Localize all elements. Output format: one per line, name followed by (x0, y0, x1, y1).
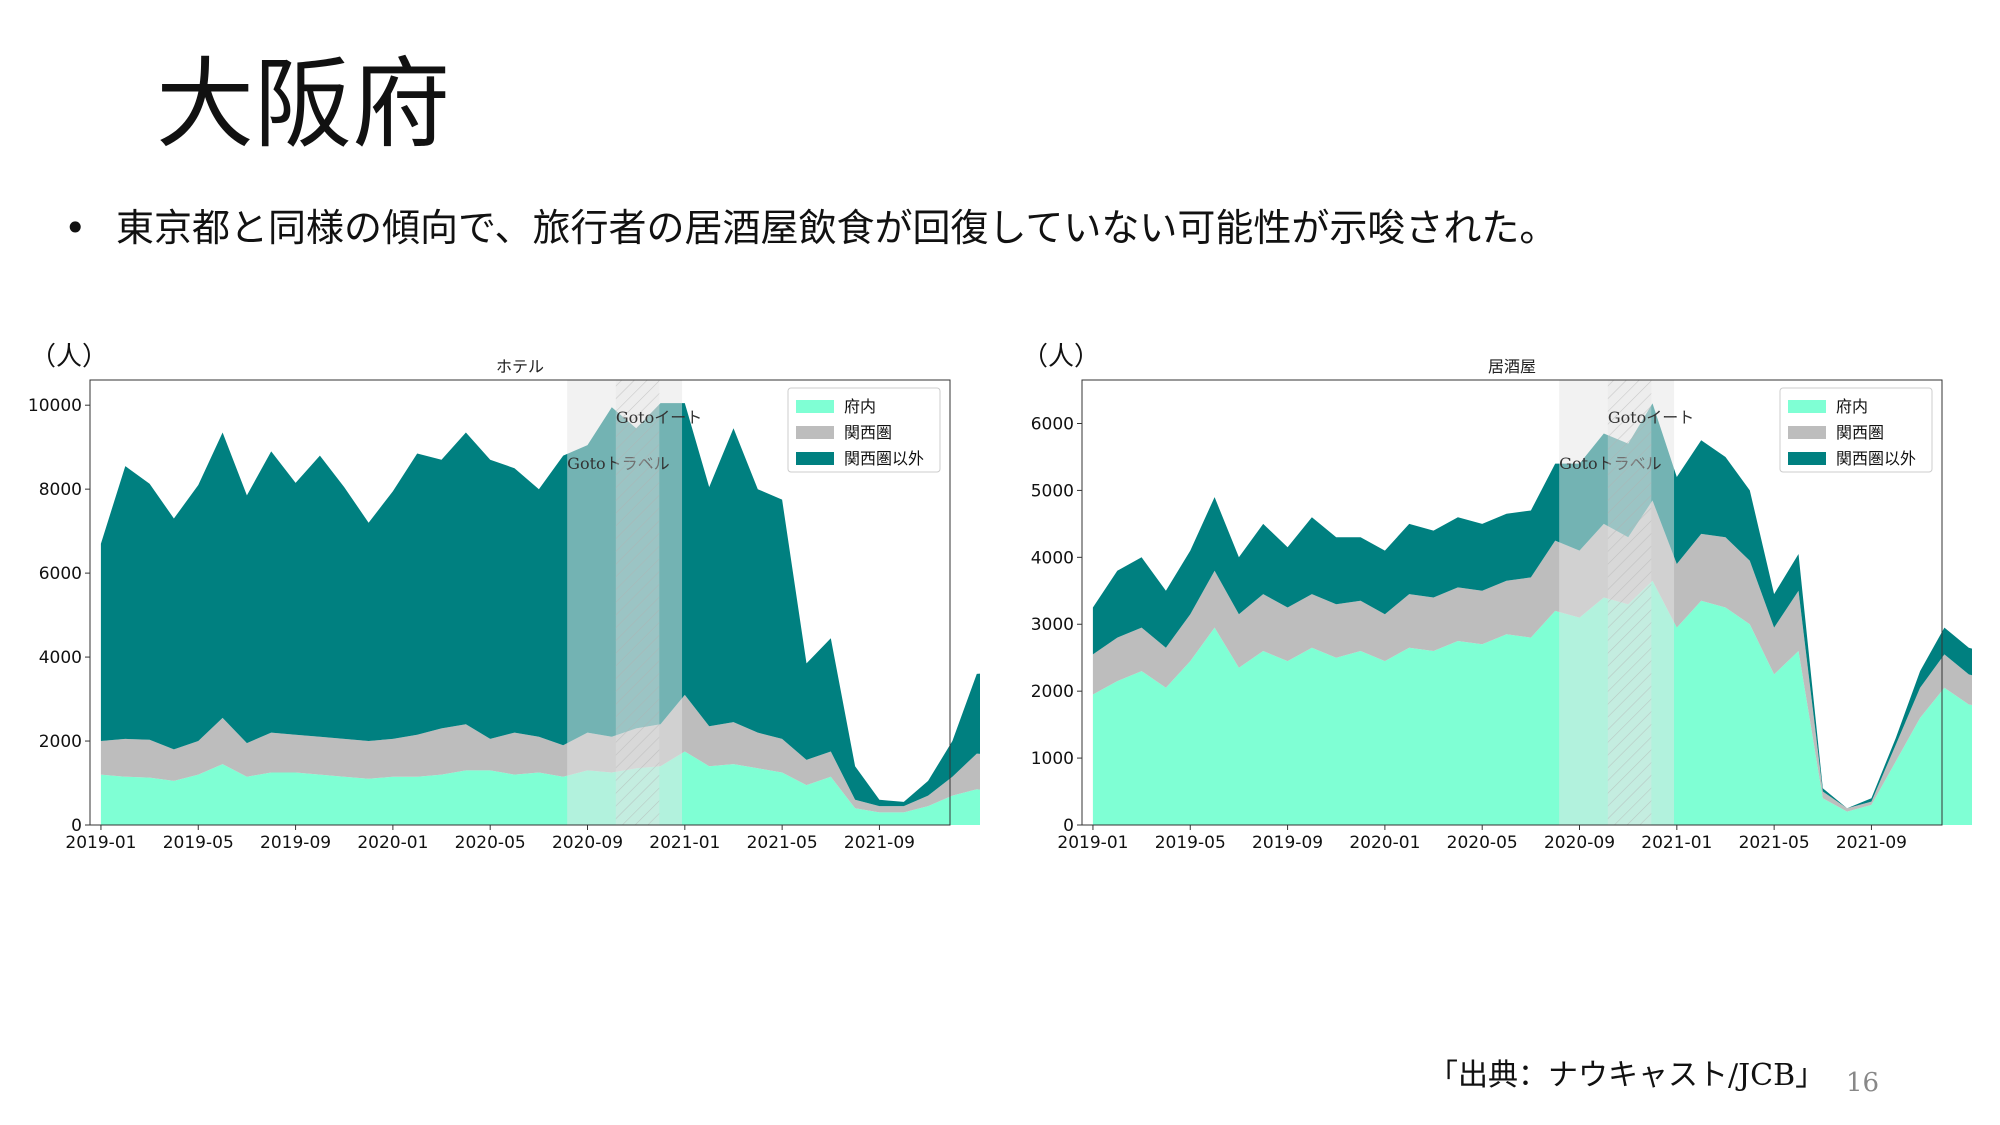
y-tick-label: 4000 (39, 648, 82, 668)
chart-title: ホテル (496, 357, 544, 376)
x-tick-label: 2020-05 (1447, 833, 1518, 853)
legend-swatch (1788, 452, 1826, 465)
x-tick-label: 2019-01 (1057, 833, 1128, 853)
area-series-2 (1092, 500, 1972, 812)
area-series-3 (1092, 403, 1972, 809)
plot-frame (1081, 379, 1943, 826)
bullet-text: 東京都と同様の傾向で、旅行者の居酒屋飲食が回復していない可能性が示唆された。 (116, 206, 1558, 250)
legend-label: 関西圏以外 (1836, 449, 1916, 468)
x-tick-label: 2020-09 (552, 833, 623, 853)
y-tick-label: 5000 (1031, 481, 1074, 501)
chart-title: 居酒屋 (1488, 357, 1536, 376)
y-tick-label: 6000 (1031, 414, 1074, 434)
x-tick-label: 2019-09 (260, 833, 331, 853)
slide-title: 大阪府 (156, 48, 451, 162)
y-tick-label: 8000 (39, 480, 82, 500)
y-tick-label: 3000 (1031, 615, 1074, 635)
izakaya-chart: GotoトラベルGotoイート居酒屋0100020003000400050006… (1031, 357, 1972, 853)
x-tick-label: 2020-01 (357, 833, 428, 853)
x-tick-label: 2021-01 (649, 833, 720, 853)
bullet-item: • 東京都と同様の傾向で、旅行者の居酒屋飲食が回復していない可能性が示唆された。 (64, 206, 1557, 252)
plot-frame (89, 379, 951, 826)
legend-label: 府内 (1836, 397, 1868, 416)
legend-label: 関西圏 (844, 423, 892, 442)
hotel-unit-label: （人） (30, 342, 109, 372)
x-tick-label: 2020-05 (455, 833, 526, 853)
izakaya-unit-label: （人） (1022, 342, 1101, 372)
x-tick-label: 2020-01 (1349, 833, 1420, 853)
y-tick-label: 6000 (39, 564, 82, 584)
area-series-2 (100, 694, 980, 813)
area-series-1 (1092, 580, 1972, 825)
source-note: 「出典：ナウキャスト/JCB」 (1428, 1058, 1826, 1093)
x-tick-label: 2021-05 (1739, 833, 1810, 853)
legend-swatch (796, 452, 834, 465)
x-tick-label: 2019-01 (65, 833, 136, 853)
y-tick-label: 0 (71, 816, 82, 836)
area-series-1 (100, 751, 980, 825)
legend-swatch (1788, 400, 1826, 413)
y-tick-label: 4000 (1031, 548, 1074, 568)
x-tick-label: 2020-09 (1544, 833, 1615, 853)
x-tick-label: 2019-05 (163, 833, 234, 853)
area-series-3 (100, 403, 980, 807)
y-tick-label: 1000 (1031, 749, 1074, 769)
y-tick-label: 2000 (1031, 682, 1074, 702)
y-tick-label: 10000 (28, 396, 82, 416)
legend-swatch (1788, 426, 1826, 439)
span-goto-eat-hatch (1607, 380, 1652, 825)
y-tick-label: 0 (1063, 816, 1074, 836)
page-number: 16 (1846, 1068, 1880, 1098)
legend-label: 関西圏以外 (844, 449, 924, 468)
span-label-goto-eat: Gotoイート (1608, 408, 1694, 427)
x-tick-label: 2021-01 (1641, 833, 1712, 853)
x-tick-label: 2019-09 (1252, 833, 1323, 853)
x-tick-label: 2021-09 (1836, 833, 1907, 853)
legend-swatch (796, 400, 834, 413)
span-goto-eat-hatch (615, 380, 660, 825)
bullet-dot-icon: • (64, 206, 87, 250)
legend-label: 府内 (844, 397, 876, 416)
x-tick-label: 2021-09 (844, 833, 915, 853)
legend-label: 関西圏 (1836, 423, 1884, 442)
x-tick-label: 2021-05 (747, 833, 818, 853)
legend-swatch (796, 426, 834, 439)
y-tick-label: 2000 (39, 732, 82, 752)
hotel-chart: GotoトラベルGotoイートホテル0200040006000800010000… (28, 357, 980, 853)
x-tick-label: 2019-05 (1155, 833, 1226, 853)
span-label-goto-eat: Gotoイート (616, 408, 702, 427)
